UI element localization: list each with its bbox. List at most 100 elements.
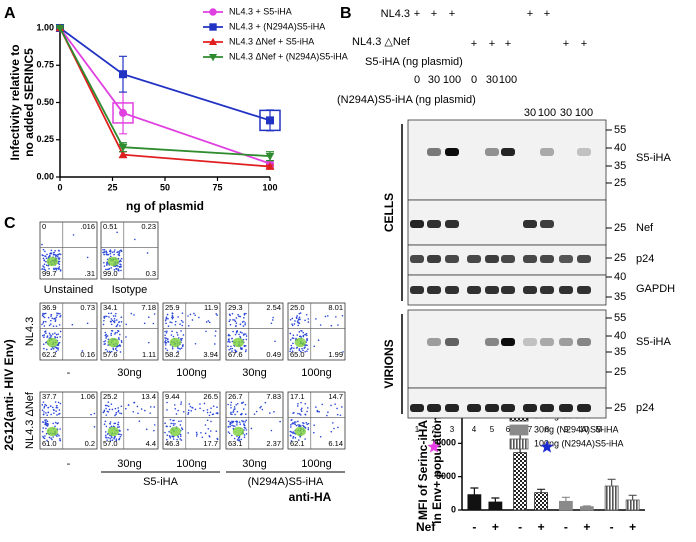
flow-event — [244, 403, 247, 406]
flow-event — [108, 316, 110, 318]
flow-event — [297, 402, 299, 405]
flow-event — [120, 405, 123, 408]
flow-event — [313, 345, 316, 348]
band — [577, 404, 591, 412]
flow-event — [178, 347, 180, 350]
quadrant-value: 25.0 — [290, 303, 305, 312]
flow-event — [317, 339, 320, 342]
flow-event — [241, 331, 243, 334]
flow-event — [146, 252, 149, 254]
quadrant-value: 99.7 — [42, 269, 57, 278]
flow-event — [228, 320, 231, 323]
band — [540, 220, 554, 228]
flow-event — [136, 405, 139, 408]
flow-event — [109, 423, 111, 425]
flow-event — [106, 335, 109, 337]
flow-event — [103, 343, 106, 346]
flow-density — [169, 337, 181, 348]
flow-event — [172, 335, 175, 338]
flow-event — [319, 324, 322, 326]
flow-event — [239, 413, 242, 416]
flow-event — [210, 420, 212, 423]
quadrant-value: 0.73 — [80, 303, 95, 312]
flow-event — [231, 420, 233, 423]
flow-event — [339, 414, 342, 417]
flow-event — [230, 401, 233, 404]
flow-event — [106, 261, 109, 263]
flow-event — [269, 412, 271, 414]
y-axis-label: 2G12(anti- HIV Env) — [2, 339, 16, 450]
flow-event — [297, 439, 300, 441]
flow-event — [228, 338, 230, 340]
flow-event — [319, 435, 322, 438]
y-tick-label: 0.00 — [36, 171, 54, 181]
flow-event — [41, 323, 43, 326]
flow-event — [119, 430, 121, 432]
plot-label: 30ng — [117, 458, 141, 470]
quadrant-value: 0.23 — [141, 222, 156, 231]
flow-event — [242, 420, 245, 423]
flow-event — [106, 258, 109, 261]
flow-event — [55, 346, 57, 349]
band — [485, 338, 499, 346]
blot-label: p24 — [636, 402, 654, 414]
flow-event — [119, 259, 122, 262]
marker-label: 25 — [614, 252, 626, 264]
flow-event — [137, 412, 139, 415]
flow-event — [116, 323, 119, 326]
flow-event — [229, 425, 231, 428]
flow-event — [49, 334, 52, 336]
flow-event — [306, 339, 308, 342]
flow-event — [145, 428, 148, 431]
flow-density — [232, 337, 244, 348]
flow-event — [187, 325, 190, 327]
flow-event — [52, 436, 54, 438]
flow-event — [270, 322, 273, 325]
flow-event — [164, 330, 166, 333]
plot-label: 100ng — [176, 367, 207, 379]
flow-event — [302, 349, 304, 352]
flow-event — [110, 318, 113, 320]
flow-event — [105, 337, 107, 339]
band — [485, 148, 499, 156]
quadrant-value: 7.83 — [266, 392, 281, 401]
flow-event — [81, 350, 84, 352]
flow-event — [289, 350, 291, 353]
flow-event — [199, 403, 201, 405]
flow-event — [120, 340, 123, 342]
flow-event — [49, 336, 52, 338]
flow-event — [292, 342, 294, 345]
flow-event — [302, 424, 304, 427]
flow-event — [231, 347, 234, 350]
flow-event — [187, 413, 189, 415]
marker — [118, 143, 128, 152]
flow-event — [307, 348, 309, 350]
quadrant-value: 1.99 — [328, 350, 343, 359]
x-tick-label: - — [610, 520, 614, 534]
flow-event — [298, 316, 301, 319]
flow-event — [298, 312, 301, 315]
quadrant-value: 1.11 — [142, 350, 156, 359]
flow-event — [243, 436, 246, 439]
flow-event — [57, 413, 60, 415]
flow-event — [104, 404, 107, 407]
flow-event — [178, 420, 180, 423]
flow-density — [107, 426, 119, 437]
flow-event — [106, 253, 109, 256]
flow-event — [105, 268, 107, 271]
flow-event — [295, 421, 297, 423]
flow-event — [182, 321, 184, 323]
quadrant-value: 37.7 — [42, 392, 57, 401]
flow-event — [53, 412, 55, 414]
blot-frame — [407, 119, 607, 201]
flow-event — [326, 315, 329, 317]
lane-entry: + — [449, 8, 455, 20]
flow-density — [107, 256, 119, 267]
flow-event — [55, 350, 58, 353]
flow-event — [47, 406, 49, 409]
flow-event — [245, 338, 248, 341]
flow-event — [261, 408, 264, 411]
flow-event — [115, 312, 117, 315]
flow-event — [169, 418, 172, 421]
